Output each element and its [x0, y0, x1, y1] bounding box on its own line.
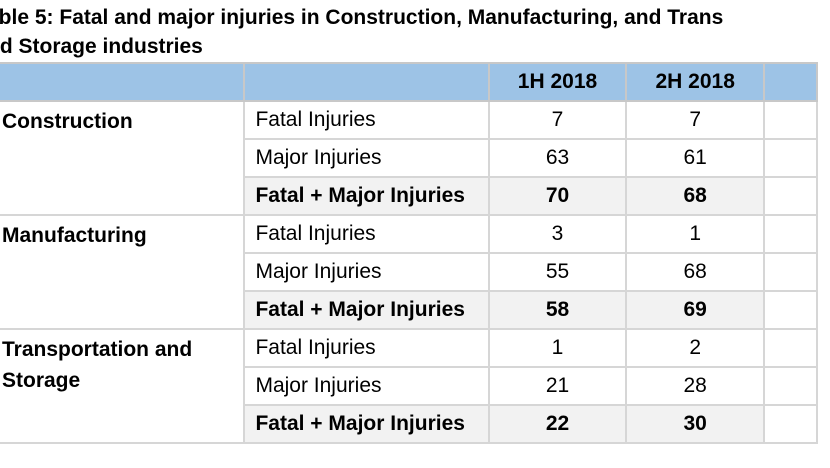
- industry-cell: Manufacturing: [0, 214, 246, 330]
- value-1h-cell: 21: [487, 366, 628, 406]
- value-2h-cell: 1: [625, 214, 766, 254]
- header-cell-industry: [0, 62, 246, 102]
- cut-off-cell: [763, 328, 818, 368]
- industry-cell: Construction: [0, 100, 246, 216]
- table-header-row: 1H 2018 2H 2018: [0, 62, 818, 102]
- value-2h-cell: 2: [625, 328, 766, 368]
- metric-cell: Major Injuries: [243, 252, 490, 292]
- header-cell-2h-2018: 2H 2018: [625, 62, 766, 102]
- metric-cell: Fatal + Major Injuries: [243, 404, 490, 444]
- metric-cell: Fatal Injuries: [243, 328, 490, 368]
- cut-off-cell: [763, 214, 818, 254]
- value-1h-cell: 3: [487, 214, 628, 254]
- metric-cell: Major Injuries: [243, 138, 490, 178]
- header-cell-1h-2018: 1H 2018: [487, 62, 628, 102]
- injuries-table: 1H 2018 2H 2018 Construction Fatal Injur…: [0, 62, 818, 444]
- metric-cell: Fatal Injuries: [243, 214, 490, 254]
- header-cell-metric: [243, 62, 490, 102]
- table-row: Major Injuries 21 28: [0, 366, 818, 406]
- cut-off-cell: [763, 366, 818, 406]
- cut-off-cell: [763, 404, 818, 444]
- table-row: Major Injuries 55 68: [0, 252, 818, 292]
- caption-line-1: able 5: Fatal and major injuries in Cons…: [0, 6, 724, 29]
- table-row: Construction Fatal Injuries 7 7: [0, 100, 818, 216]
- cut-off-cell: [763, 252, 818, 292]
- table-row-total: Fatal + Major Injuries 70 68: [0, 176, 818, 216]
- cut-off-cell: [763, 290, 818, 330]
- cut-off-cell: [763, 100, 818, 140]
- value-2h-cell: 7: [625, 100, 766, 140]
- table-row: Manufacturing Fatal Injuries 3 1: [0, 214, 818, 330]
- table-row: Major Injuries 63 61: [0, 138, 818, 178]
- metric-cell: Fatal + Major Injuries: [243, 290, 490, 330]
- table-row: Transportation and Storage Fatal Injurie…: [0, 328, 818, 444]
- caption-line-2: nd Storage industries: [0, 35, 203, 58]
- value-2h-cell: 69: [625, 290, 766, 330]
- value-1h-cell: 55: [487, 252, 628, 292]
- value-1h-cell: 70: [487, 176, 628, 216]
- industry-cell: Transportation and Storage: [0, 328, 246, 444]
- metric-cell: Fatal + Major Injuries: [243, 176, 490, 216]
- table-row-total: Fatal + Major Injuries 22 30: [0, 404, 818, 444]
- cut-off-cell: [763, 176, 818, 216]
- metric-cell: Fatal Injuries: [243, 100, 490, 140]
- value-1h-cell: 63: [487, 138, 628, 178]
- table-caption: able 5: Fatal and major injuries in Cons…: [0, 3, 830, 61]
- cut-off-cell: [763, 138, 818, 178]
- value-1h-cell: 58: [487, 290, 628, 330]
- value-2h-cell: 28: [625, 366, 766, 406]
- metric-cell: Major Injuries: [243, 366, 490, 406]
- value-2h-cell: 68: [625, 176, 766, 216]
- value-1h-cell: 22: [487, 404, 628, 444]
- value-2h-cell: 30: [625, 404, 766, 444]
- table-row-total: Fatal + Major Injuries 58 69: [0, 290, 818, 330]
- value-2h-cell: 68: [625, 252, 766, 292]
- value-1h-cell: 7: [487, 100, 628, 140]
- header-cell-cut-off: [763, 62, 818, 102]
- value-2h-cell: 61: [625, 138, 766, 178]
- value-1h-cell: 1: [487, 328, 628, 368]
